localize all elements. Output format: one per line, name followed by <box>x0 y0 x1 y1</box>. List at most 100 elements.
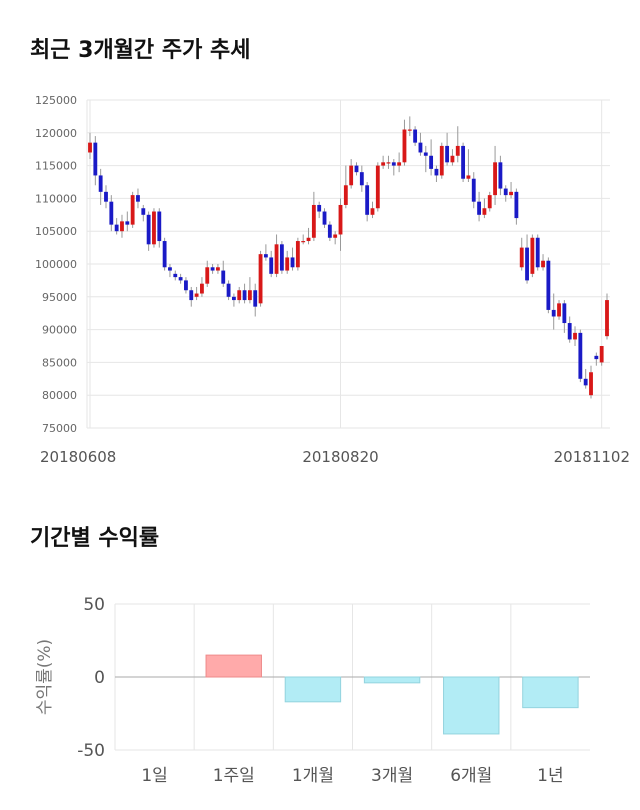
candle <box>594 352 599 366</box>
candle-body <box>98 175 103 192</box>
candle <box>423 145 428 173</box>
candle <box>397 152 402 173</box>
candle-y-tick-label: 115000 <box>35 160 77 173</box>
returns-y-axis: 50 0 -50 <box>77 595 105 761</box>
returns-y-tick-label: -50 <box>77 741 105 761</box>
candle <box>269 250 274 278</box>
returns-x-tick-label: 1년 <box>537 766 563 786</box>
candle-body <box>450 155 455 163</box>
candle-body <box>557 303 561 317</box>
candle <box>327 221 332 242</box>
candle-body <box>498 162 503 189</box>
candle <box>333 231 338 245</box>
candle-body <box>295 241 300 268</box>
candle-x-tick-label: 20180820 <box>302 448 378 466</box>
returns-bar <box>284 676 342 703</box>
candle-body <box>578 332 583 379</box>
candle <box>162 237 167 271</box>
candle-body <box>605 300 609 337</box>
candle-body <box>157 211 162 242</box>
candle-y-tick-label: 95000 <box>42 291 77 304</box>
candle-body <box>519 247 524 268</box>
candle <box>477 191 482 222</box>
candle <box>253 283 258 317</box>
candle-body <box>200 283 204 294</box>
candle-y-tick-label: 125000 <box>35 94 77 107</box>
candle <box>290 247 295 271</box>
candle-y-tick-label: 80000 <box>42 389 77 402</box>
candle <box>226 280 231 301</box>
candle-body <box>221 270 226 284</box>
candle-body <box>525 247 529 281</box>
candle-body <box>125 221 130 225</box>
candle <box>578 329 583 383</box>
returns-x-tick-label: 1개월 <box>292 766 334 786</box>
candle <box>263 244 268 261</box>
candle <box>498 155 503 196</box>
candle <box>109 195 114 232</box>
candle-body <box>466 175 471 179</box>
candle <box>546 257 551 314</box>
candle <box>247 277 252 304</box>
candle-body <box>482 208 487 215</box>
candle-body <box>109 201 114 225</box>
candle-body <box>114 224 119 232</box>
candle <box>589 365 593 399</box>
returns-bars <box>205 654 579 735</box>
candle <box>375 162 380 212</box>
candle <box>258 250 263 307</box>
candle-body <box>413 129 418 143</box>
candle <box>530 234 535 278</box>
candle <box>295 237 300 271</box>
candle-body <box>242 290 247 301</box>
candle-body <box>407 129 412 131</box>
candle-body <box>141 208 146 215</box>
candle <box>311 191 316 242</box>
candle-body <box>354 165 359 173</box>
candle <box>365 182 370 222</box>
candle <box>557 300 561 320</box>
candle-body <box>184 280 188 291</box>
candle <box>189 286 194 307</box>
candle <box>285 250 290 274</box>
candle <box>221 260 226 287</box>
candle <box>242 283 247 304</box>
candle <box>178 273 183 284</box>
returns-y-tick-label: 0 <box>94 668 105 688</box>
candle-body <box>162 241 167 268</box>
candle-body <box>258 254 263 304</box>
candle-body <box>514 191 519 219</box>
candle <box>573 326 577 346</box>
candle <box>279 241 284 274</box>
candle <box>567 316 572 343</box>
candle-body <box>397 162 402 166</box>
candle-body <box>333 234 338 238</box>
candle <box>130 191 135 228</box>
candle <box>551 293 556 330</box>
returns-bar <box>363 676 421 684</box>
candle-body <box>349 165 354 186</box>
candle <box>200 277 204 297</box>
candle <box>391 159 396 176</box>
candle-body <box>477 201 482 215</box>
candle-y-tick-label: 100000 <box>35 258 77 271</box>
candle-series <box>88 116 609 399</box>
candle <box>381 155 386 169</box>
candle-grid <box>86 99 610 429</box>
candle <box>322 208 327 228</box>
candle-body <box>274 244 279 274</box>
candle <box>136 188 140 209</box>
candle-body <box>104 191 108 202</box>
candle <box>503 185 508 202</box>
candle <box>168 264 172 278</box>
candle <box>407 116 412 137</box>
candle <box>482 198 487 219</box>
candle <box>343 165 348 209</box>
candle <box>104 185 108 209</box>
candle-y-tick-label: 110000 <box>35 192 77 205</box>
candle <box>359 165 364 192</box>
candle-body <box>130 195 135 225</box>
returns-y-tick-label: 50 <box>83 595 105 615</box>
candle-body <box>168 267 172 271</box>
candle-body <box>290 257 295 268</box>
